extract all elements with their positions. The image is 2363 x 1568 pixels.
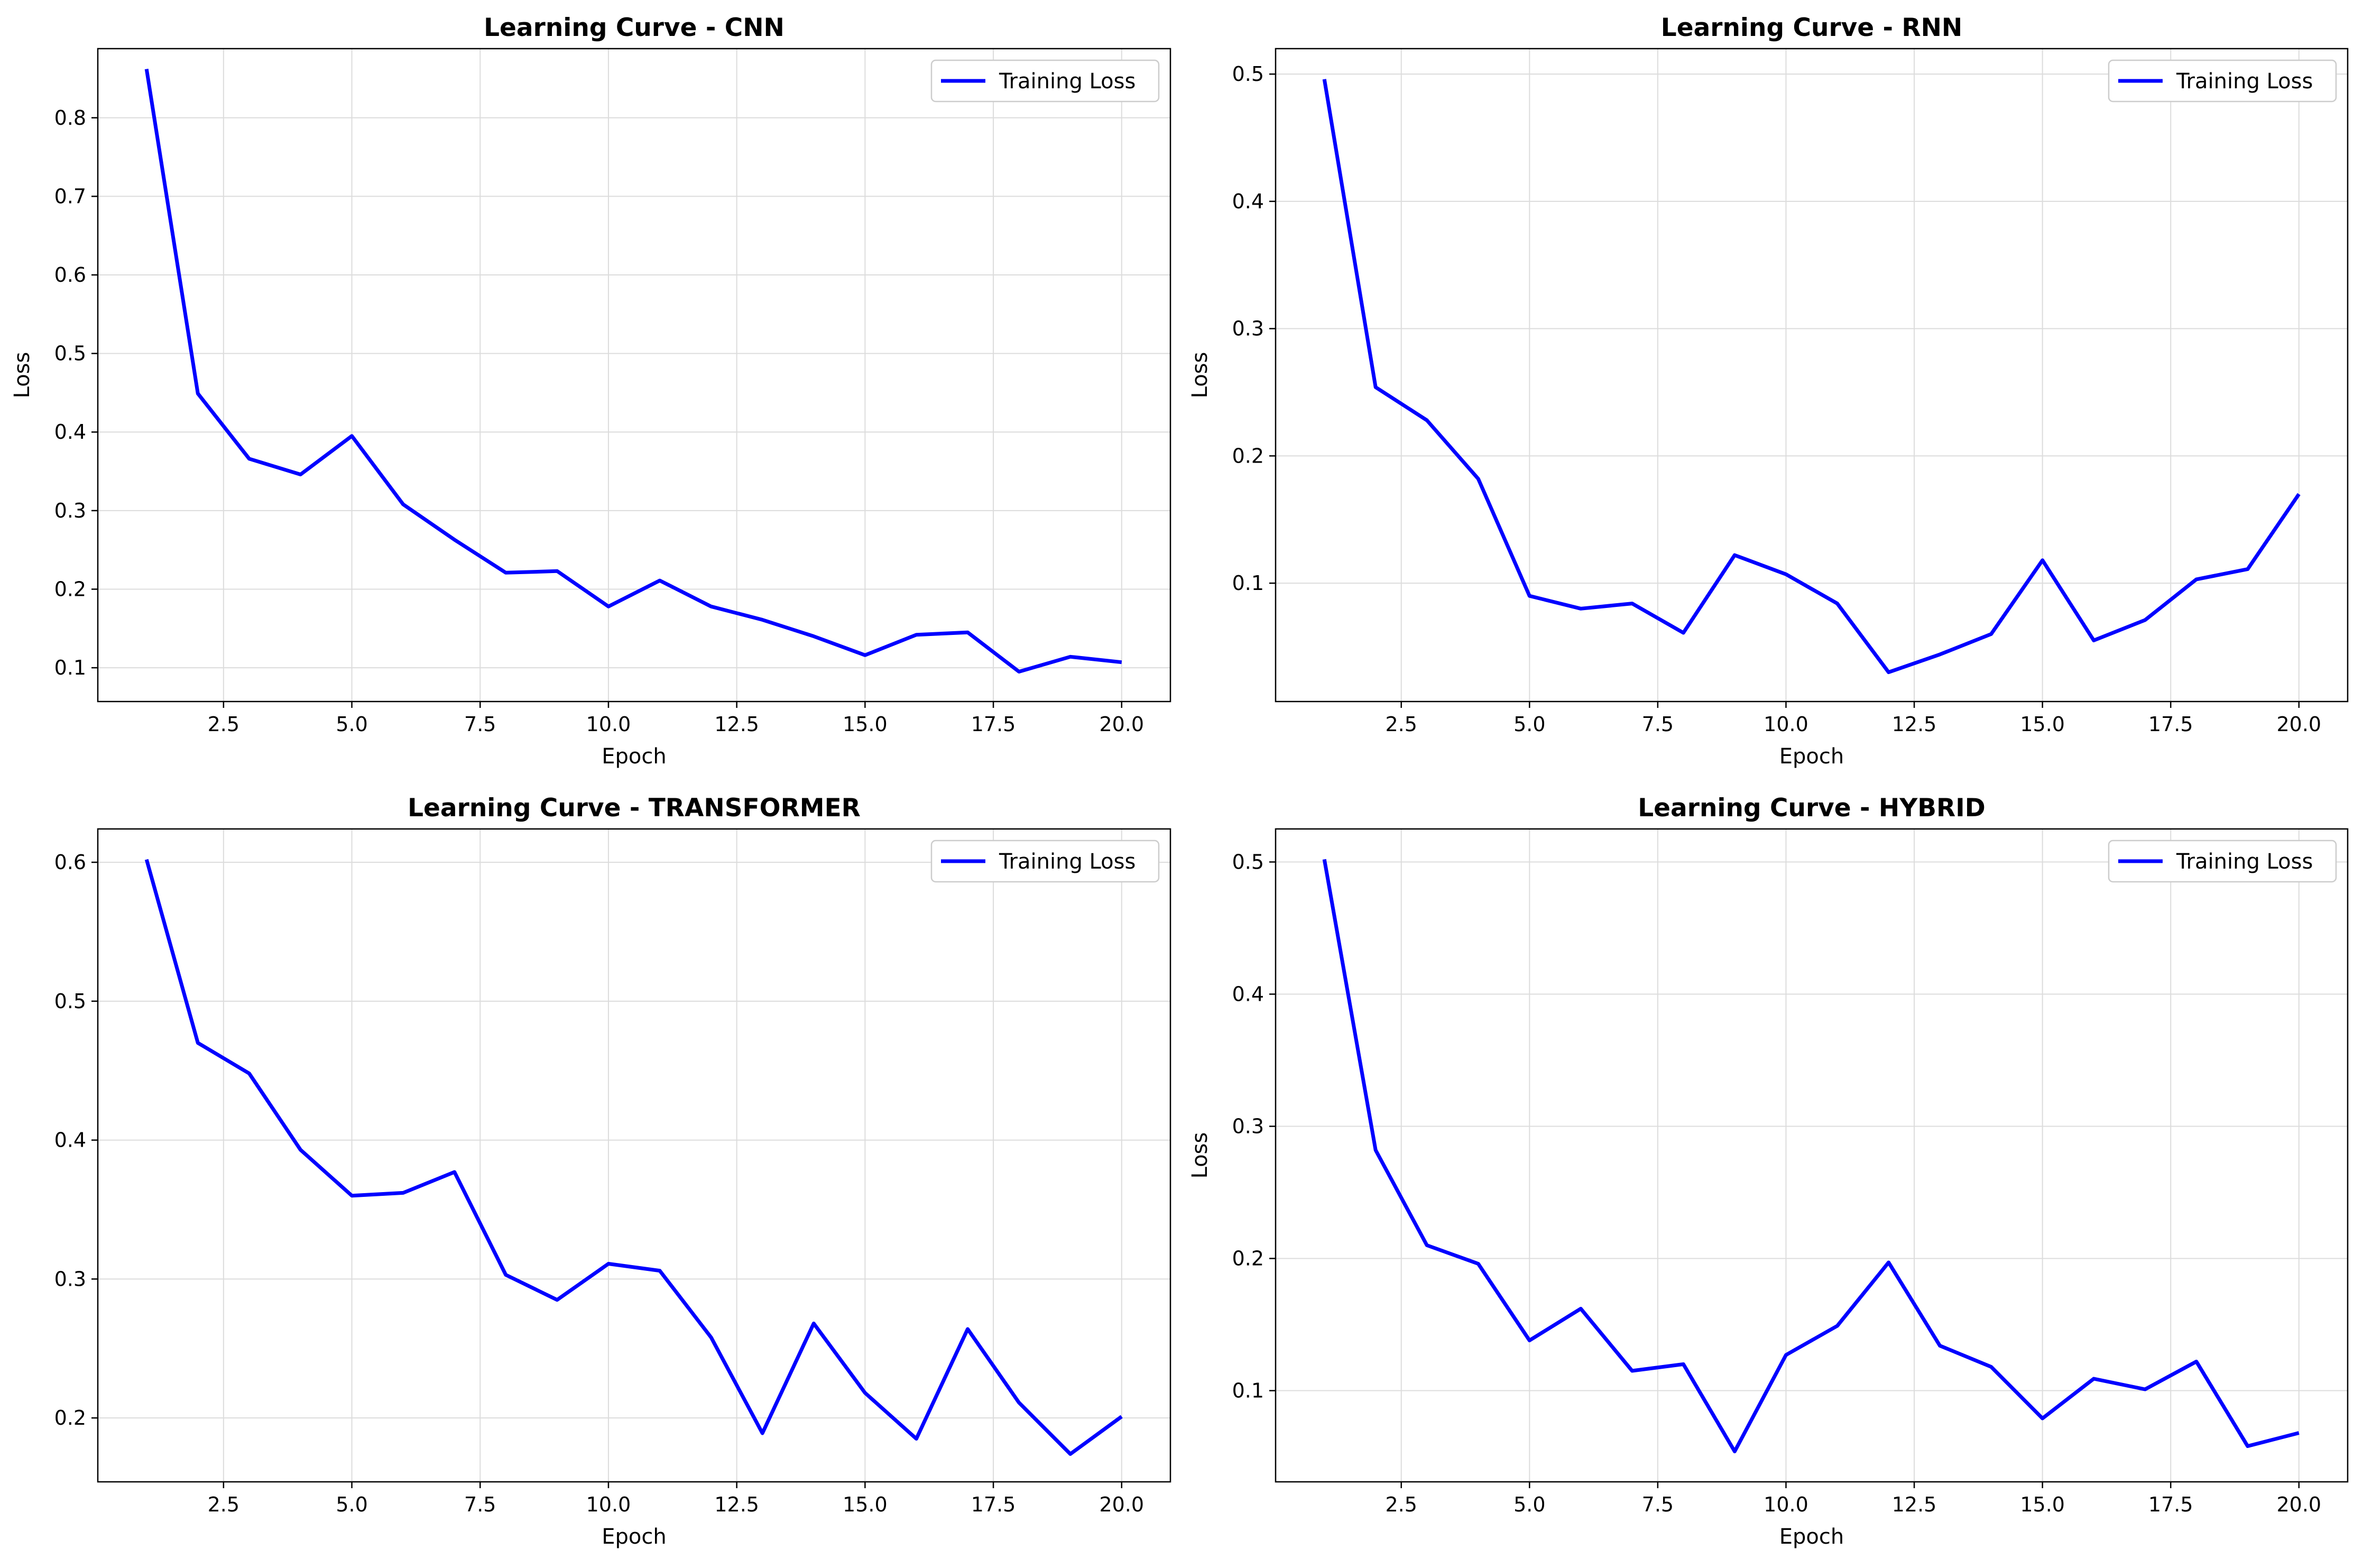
x-tick-label: 10.0 xyxy=(1764,713,1808,736)
y-tick-label: 0.5 xyxy=(54,990,86,1013)
y-tick-label: 0.4 xyxy=(1232,983,1264,1006)
chart-title: Learning Curve - HYBRID xyxy=(1638,794,1986,823)
y-tick-label: 0.3 xyxy=(1232,317,1264,340)
x-axis-label: Epoch xyxy=(1779,744,1844,769)
x-tick-label: 2.5 xyxy=(1386,1493,1417,1516)
x-tick-label: 7.5 xyxy=(1642,713,1674,736)
y-tick-label: 0.3 xyxy=(54,1267,86,1290)
x-tick-label: 2.5 xyxy=(1386,713,1417,736)
series-line-training-loss xyxy=(1322,79,2301,675)
x-tick-label: 20.0 xyxy=(2277,713,2322,736)
x-axis-label: Epoch xyxy=(602,1525,666,1549)
chart-title: Learning Curve - RNN xyxy=(1661,13,1963,42)
x-tick-label: 15.0 xyxy=(843,713,888,736)
x-tick-label: 20.0 xyxy=(2277,1493,2322,1516)
legend-label: Training Loss xyxy=(2176,850,2313,874)
x-tick-label: 20.0 xyxy=(1099,1493,1144,1516)
x-tick-label: 17.5 xyxy=(971,713,1016,736)
y-tick-label: 0.1 xyxy=(1232,571,1264,595)
x-axis-label: Epoch xyxy=(1779,1525,1844,1549)
x-tick-label: 15.0 xyxy=(2020,1493,2065,1516)
legend-box xyxy=(2108,840,2337,883)
series-line-training-loss xyxy=(144,69,1122,674)
legend: Training Loss xyxy=(930,840,1160,883)
y-tick-label: 0.5 xyxy=(1232,851,1264,874)
legend: Training Loss xyxy=(2108,59,2337,103)
legend-box xyxy=(930,840,1160,883)
legend-label: Training Loss xyxy=(999,69,1136,94)
series-line-training-loss xyxy=(144,859,1123,1456)
legend-label: Training Loss xyxy=(2176,69,2313,94)
y-tick-label: 0.4 xyxy=(1232,190,1264,213)
x-tick-label: 20.0 xyxy=(1099,713,1144,736)
axes-frame xyxy=(1275,828,2349,1483)
axes-frame xyxy=(97,828,1171,1483)
y-tick-label: 0.1 xyxy=(1232,1379,1264,1403)
y-tick-label: 0.6 xyxy=(54,851,86,874)
x-tick-label: 12.5 xyxy=(714,1493,759,1516)
y-tick-label: 0.3 xyxy=(1232,1115,1264,1138)
legend: Training Loss xyxy=(2108,840,2337,883)
y-tick-label: 0.6 xyxy=(54,263,86,287)
chart-title: Learning Curve - TRANSFORMER xyxy=(408,794,861,823)
axes-frame xyxy=(1275,48,2349,703)
x-tick-label: 15.0 xyxy=(843,1493,888,1516)
x-tick-label: 17.5 xyxy=(2148,1493,2193,1516)
y-tick-label: 0.2 xyxy=(54,577,86,601)
y-tick-label: 0.5 xyxy=(54,342,86,365)
x-tick-label: 15.0 xyxy=(2020,713,2065,736)
x-tick-label: 10.0 xyxy=(586,1493,631,1516)
y-tick-label: 0.4 xyxy=(54,1129,86,1152)
chart-title: Learning Curve - CNN xyxy=(484,13,784,42)
x-tick-label: 5.0 xyxy=(336,713,367,736)
y-axis-label: Loss xyxy=(1188,352,1212,399)
legend-label: Training Loss xyxy=(999,850,1136,874)
x-tick-label: 10.0 xyxy=(586,713,631,736)
legend-box xyxy=(2108,59,2337,103)
x-tick-label: 2.5 xyxy=(208,1493,239,1516)
y-tick-label: 0.2 xyxy=(1232,1247,1264,1270)
x-tick-label: 5.0 xyxy=(336,1493,367,1516)
series-line-training-loss xyxy=(1322,859,2300,1453)
x-tick-label: 17.5 xyxy=(2148,713,2193,736)
y-tick-label: 0.7 xyxy=(54,185,86,208)
chart-panel-4: 2.5 5.0 7.5 10.0 12.5 15.0 17.5 20.0 0.1 0.2 0.3 0.… xyxy=(1188,794,2349,1549)
x-tick-label: 7.5 xyxy=(464,713,496,736)
y-tick-label: 0.2 xyxy=(54,1406,86,1429)
x-tick-label: 17.5 xyxy=(971,1493,1016,1516)
y-axis-label: Loss xyxy=(10,352,34,399)
y-tick-label: 0.4 xyxy=(54,420,86,444)
x-tick-label: 12.5 xyxy=(1892,713,1937,736)
y-tick-label: 0.2 xyxy=(1232,444,1264,467)
x-axis-label: Epoch xyxy=(602,744,666,769)
x-tick-label: 7.5 xyxy=(464,1493,496,1516)
y-tick-label: 0.1 xyxy=(54,656,86,679)
x-tick-label: 5.0 xyxy=(1513,1493,1545,1516)
chart-panel-3: 2.5 5.0 7.5 10.0 12.5 15.0 17.5 20.0 0.2 0.3 0.4 0.… xyxy=(54,794,1171,1549)
x-tick-label: 12.5 xyxy=(714,713,759,736)
x-tick-label: 10.0 xyxy=(1764,1493,1808,1516)
legend-box xyxy=(930,59,1160,103)
y-axis-label: Loss xyxy=(1188,1132,1212,1179)
y-tick-label: 0.5 xyxy=(1232,62,1264,86)
chart-panel-1: 2.5 5.0 7.5 10.0 12.5 15.0 17.5 20.0 0.1 0.2 0.3 0.… xyxy=(10,13,1171,769)
legend: Training Loss xyxy=(930,59,1160,103)
y-tick-label: 0.8 xyxy=(54,106,86,130)
y-tick-label: 0.3 xyxy=(54,499,86,522)
x-tick-label: 5.0 xyxy=(1513,713,1545,736)
axes-frame xyxy=(97,48,1171,703)
x-tick-label: 12.5 xyxy=(1892,1493,1937,1516)
chart-panel-2: 2.5 5.0 7.5 10.0 12.5 15.0 17.5 20.0 0.1 0.2 0.3 0.… xyxy=(1188,13,2349,769)
x-tick-label: 7.5 xyxy=(1642,1493,1674,1516)
x-tick-label: 2.5 xyxy=(208,713,239,736)
